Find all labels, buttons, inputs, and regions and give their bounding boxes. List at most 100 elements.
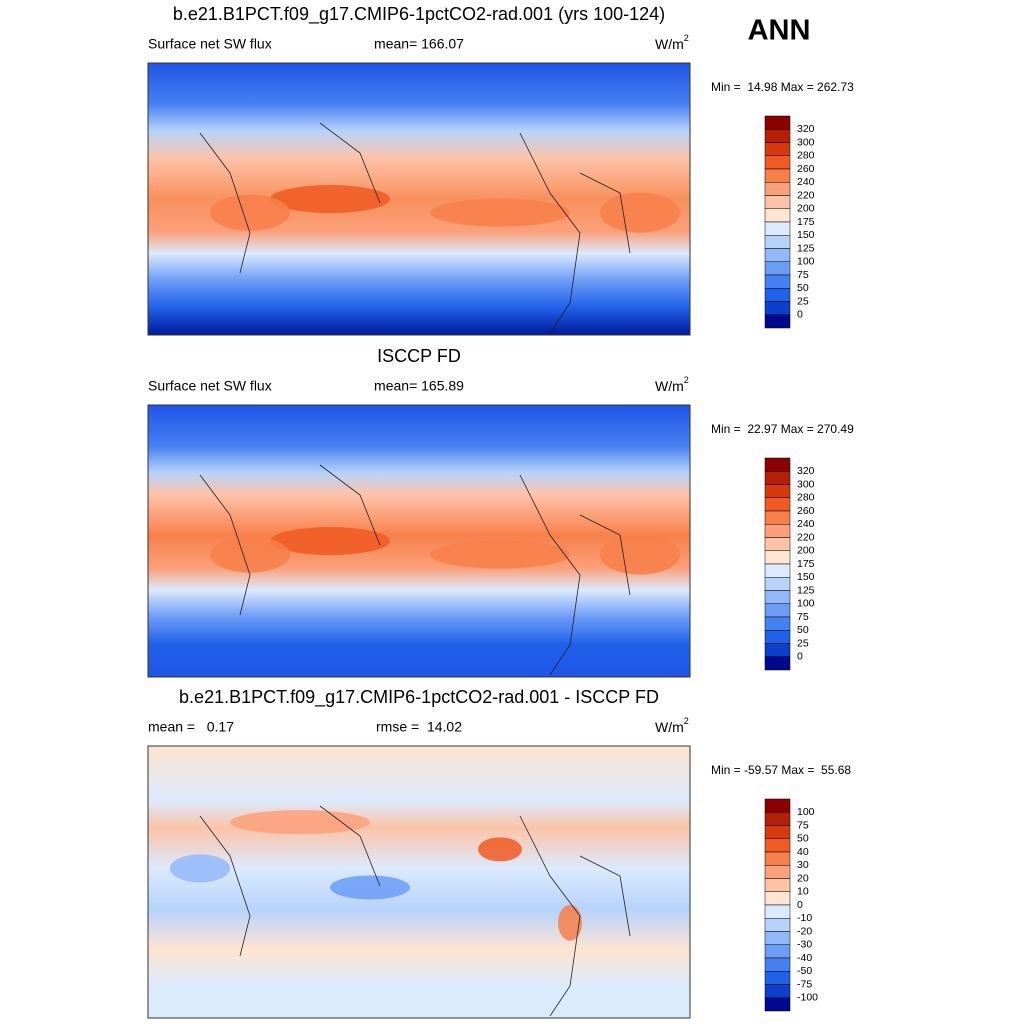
map-feature [600, 534, 680, 575]
colorbar-label: 40 [797, 846, 809, 858]
colorbar-label: 0 [797, 651, 803, 663]
map-feature [430, 540, 570, 569]
colorbar-box [764, 142, 791, 156]
colorbar-box [764, 288, 791, 302]
units-text: W/m [655, 719, 684, 735]
colorbar-box [764, 957, 791, 972]
colorbar-box [764, 997, 791, 1012]
coastline [199, 805, 631, 1017]
colorbar-box [764, 904, 791, 919]
colorbar-box [764, 484, 791, 498]
colorbar-label: 25 [797, 637, 809, 649]
map-feature [478, 837, 522, 862]
map-feature [270, 527, 390, 555]
min-max: Min = -59.57 Max = 55.68 [711, 763, 851, 777]
colorbar-label: 150 [797, 571, 815, 583]
colorbar-label: 100 [797, 256, 815, 268]
colorbar-label: 220 [797, 189, 815, 201]
colorbar-label: -20 [797, 925, 812, 937]
colorbar-box [764, 248, 791, 262]
map-feature [430, 198, 570, 227]
colorbar-label: -50 [797, 965, 812, 977]
map-feature [170, 854, 230, 883]
colorbar-label: 50 [797, 624, 809, 636]
units: W/m2 [655, 33, 689, 51]
colorbar-label: 75 [797, 819, 809, 831]
colorbar-box [764, 115, 791, 130]
colorbar-box [764, 524, 791, 538]
map-feature [600, 192, 680, 233]
colorbar-label: 20 [797, 872, 809, 884]
colorbar-label: 260 [797, 163, 815, 175]
center-label: mean= 166.07 [374, 36, 464, 52]
colorbar-box [764, 274, 791, 289]
colorbar-box [764, 235, 791, 249]
units-text: W/m [655, 36, 684, 52]
colorbar-label: 10 [797, 886, 809, 898]
colorbar-label: 0 [797, 899, 803, 911]
colorbar-label: 240 [797, 176, 815, 188]
colorbar-box [764, 812, 791, 826]
colorbar-label: 30 [797, 859, 809, 871]
colorbar-box [764, 168, 791, 183]
colorbar-label: 25 [797, 295, 809, 307]
units-sup: 2 [684, 33, 689, 43]
units: W/m2 [655, 716, 689, 734]
units-text: W/m [655, 378, 684, 394]
colorbar-label: 100 [797, 598, 815, 610]
colorbar-box [764, 510, 791, 525]
colorbar-label: -30 [797, 939, 812, 951]
colorbar-label: 300 [797, 136, 815, 148]
colorbar-box [764, 577, 791, 591]
colorbar-box [764, 471, 791, 485]
map-feature [270, 185, 390, 213]
map-feature [210, 536, 290, 573]
colorbar-box [764, 798, 791, 813]
map-feature [230, 810, 370, 835]
left-label: mean = 0.17 [148, 719, 234, 735]
colorbar-label: 125 [797, 584, 815, 596]
colorbar-box [764, 851, 791, 866]
panel-title: b.e21.B1PCT.f09_g17.CMIP6-1pctCO2-rad.00… [179, 687, 659, 708]
colorbar-box [764, 314, 791, 329]
map-feature [558, 904, 582, 941]
colorbar-label: 75 [797, 611, 809, 623]
colorbar-box [764, 931, 791, 945]
colorbar-label: 50 [797, 833, 809, 845]
colorbar-box [764, 195, 791, 209]
colorbar-box [764, 630, 791, 644]
colorbar-box [764, 838, 791, 853]
colorbar-box [764, 155, 791, 170]
min-max: Min = 22.97 Max = 270.49 [711, 422, 854, 436]
colorbar-label: 320 [797, 123, 815, 135]
colorbar-label: 280 [797, 492, 815, 504]
colorbar-box [764, 208, 791, 223]
colorbar-box [764, 865, 791, 879]
colorbar-box [764, 643, 791, 657]
colorbar-box [764, 497, 791, 512]
colorbar-label: 300 [797, 478, 815, 490]
colorbar-box [764, 891, 791, 906]
colorbar-box [764, 878, 791, 892]
colorbar-label: 220 [797, 531, 815, 543]
colorbar-box [764, 603, 791, 618]
colorbar-box [764, 537, 791, 551]
left-label: Surface net SW flux [148, 36, 272, 52]
colorbar-label: 175 [797, 558, 815, 570]
colorbar-box [764, 261, 791, 276]
colorbar-box [764, 550, 791, 565]
units-sup: 2 [684, 716, 689, 726]
left-label: Surface net SW flux [148, 378, 272, 394]
colorbar-label: 75 [797, 269, 809, 281]
colorbar-label: 50 [797, 282, 809, 294]
map-feature [210, 194, 290, 231]
colorbar-label: 175 [797, 216, 815, 228]
colorbar-label: 200 [797, 203, 815, 215]
colorbar-label: 125 [797, 242, 815, 254]
colorbar-label: 100 [797, 806, 815, 818]
coastline [199, 122, 631, 334]
colorbar-label: -75 [797, 978, 812, 990]
colorbar-box [764, 457, 791, 472]
panel-title: ISCCP FD [377, 346, 461, 366]
